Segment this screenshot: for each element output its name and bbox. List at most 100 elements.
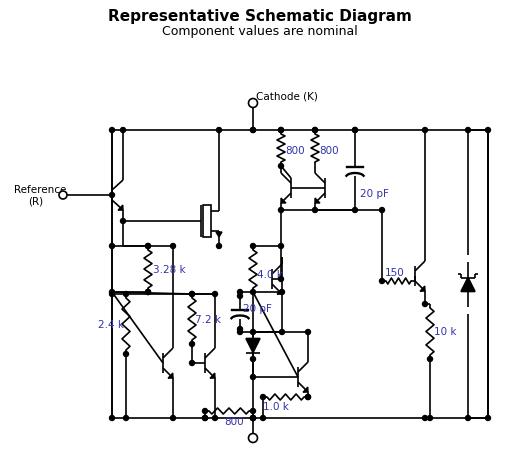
Text: 2.4 k: 2.4 k — [98, 319, 124, 329]
Circle shape — [427, 415, 433, 420]
Polygon shape — [118, 206, 123, 211]
Circle shape — [216, 128, 222, 133]
Text: 800: 800 — [319, 146, 339, 156]
Circle shape — [110, 244, 114, 249]
Circle shape — [213, 292, 217, 297]
Polygon shape — [216, 233, 222, 238]
Circle shape — [486, 128, 490, 133]
Circle shape — [238, 294, 242, 299]
Circle shape — [189, 342, 194, 347]
Circle shape — [110, 290, 114, 295]
Text: 4.0 k: 4.0 k — [257, 269, 283, 279]
Polygon shape — [303, 387, 308, 392]
Circle shape — [124, 292, 128, 297]
Circle shape — [313, 208, 318, 213]
Circle shape — [249, 99, 257, 108]
Circle shape — [279, 128, 283, 133]
Circle shape — [261, 394, 266, 399]
Circle shape — [251, 128, 255, 133]
Circle shape — [213, 415, 217, 420]
Circle shape — [353, 128, 358, 133]
Circle shape — [59, 192, 67, 200]
Circle shape — [251, 244, 255, 249]
Circle shape — [251, 128, 255, 133]
Circle shape — [251, 374, 255, 379]
Bar — [203, 206, 211, 238]
Circle shape — [279, 164, 283, 169]
Circle shape — [110, 193, 114, 198]
Circle shape — [465, 415, 471, 420]
Text: Component values are nominal: Component values are nominal — [162, 25, 358, 38]
Text: 800: 800 — [285, 146, 305, 156]
Circle shape — [238, 290, 242, 295]
Circle shape — [306, 330, 310, 335]
Text: Representative Schematic Diagram: Representative Schematic Diagram — [108, 9, 412, 24]
Circle shape — [279, 277, 283, 282]
Circle shape — [251, 409, 255, 414]
Circle shape — [279, 244, 283, 249]
Circle shape — [306, 394, 310, 399]
Circle shape — [427, 357, 433, 362]
Polygon shape — [461, 278, 475, 292]
Polygon shape — [277, 289, 282, 294]
Circle shape — [110, 128, 114, 133]
Circle shape — [146, 290, 150, 295]
Circle shape — [146, 244, 150, 249]
Circle shape — [380, 279, 384, 284]
Circle shape — [279, 208, 283, 213]
Text: 7.2 k: 7.2 k — [195, 314, 221, 324]
Text: 800: 800 — [224, 416, 244, 426]
Circle shape — [251, 290, 255, 295]
Circle shape — [380, 208, 384, 213]
Polygon shape — [168, 373, 173, 379]
Text: 3.28 k: 3.28 k — [153, 264, 186, 274]
Circle shape — [249, 434, 257, 443]
Circle shape — [110, 292, 114, 297]
Circle shape — [189, 292, 194, 297]
Circle shape — [121, 128, 125, 133]
Circle shape — [124, 415, 128, 420]
Circle shape — [216, 244, 222, 249]
Circle shape — [353, 208, 358, 213]
Text: 20 pF: 20 pF — [243, 303, 272, 313]
Circle shape — [306, 394, 310, 399]
Circle shape — [251, 357, 255, 362]
Text: 20 pF: 20 pF — [360, 188, 389, 198]
Circle shape — [189, 361, 194, 366]
Text: 150: 150 — [385, 268, 405, 278]
Circle shape — [146, 244, 150, 249]
Circle shape — [238, 330, 242, 335]
Circle shape — [202, 415, 207, 420]
Circle shape — [110, 415, 114, 420]
Circle shape — [280, 290, 284, 295]
Polygon shape — [210, 373, 215, 379]
Circle shape — [202, 409, 207, 414]
Text: 1.0 k: 1.0 k — [263, 401, 289, 411]
Circle shape — [124, 352, 128, 357]
Text: (R): (R) — [28, 197, 43, 207]
Text: Reference: Reference — [14, 185, 67, 195]
Circle shape — [313, 128, 318, 133]
Circle shape — [279, 128, 283, 133]
Text: 10 k: 10 k — [434, 326, 457, 336]
Circle shape — [146, 290, 150, 295]
Circle shape — [171, 415, 176, 420]
Circle shape — [486, 415, 490, 420]
Polygon shape — [246, 339, 260, 353]
Polygon shape — [315, 199, 320, 203]
Circle shape — [261, 415, 266, 420]
Circle shape — [251, 415, 255, 420]
Circle shape — [202, 415, 207, 420]
Circle shape — [251, 415, 255, 420]
Circle shape — [238, 327, 242, 332]
Circle shape — [423, 128, 427, 133]
Polygon shape — [420, 287, 425, 292]
Circle shape — [251, 415, 255, 420]
Circle shape — [423, 302, 427, 307]
Circle shape — [465, 128, 471, 133]
Circle shape — [251, 330, 255, 335]
Circle shape — [171, 244, 176, 249]
Circle shape — [280, 330, 284, 335]
Circle shape — [121, 219, 125, 224]
Circle shape — [423, 415, 427, 420]
